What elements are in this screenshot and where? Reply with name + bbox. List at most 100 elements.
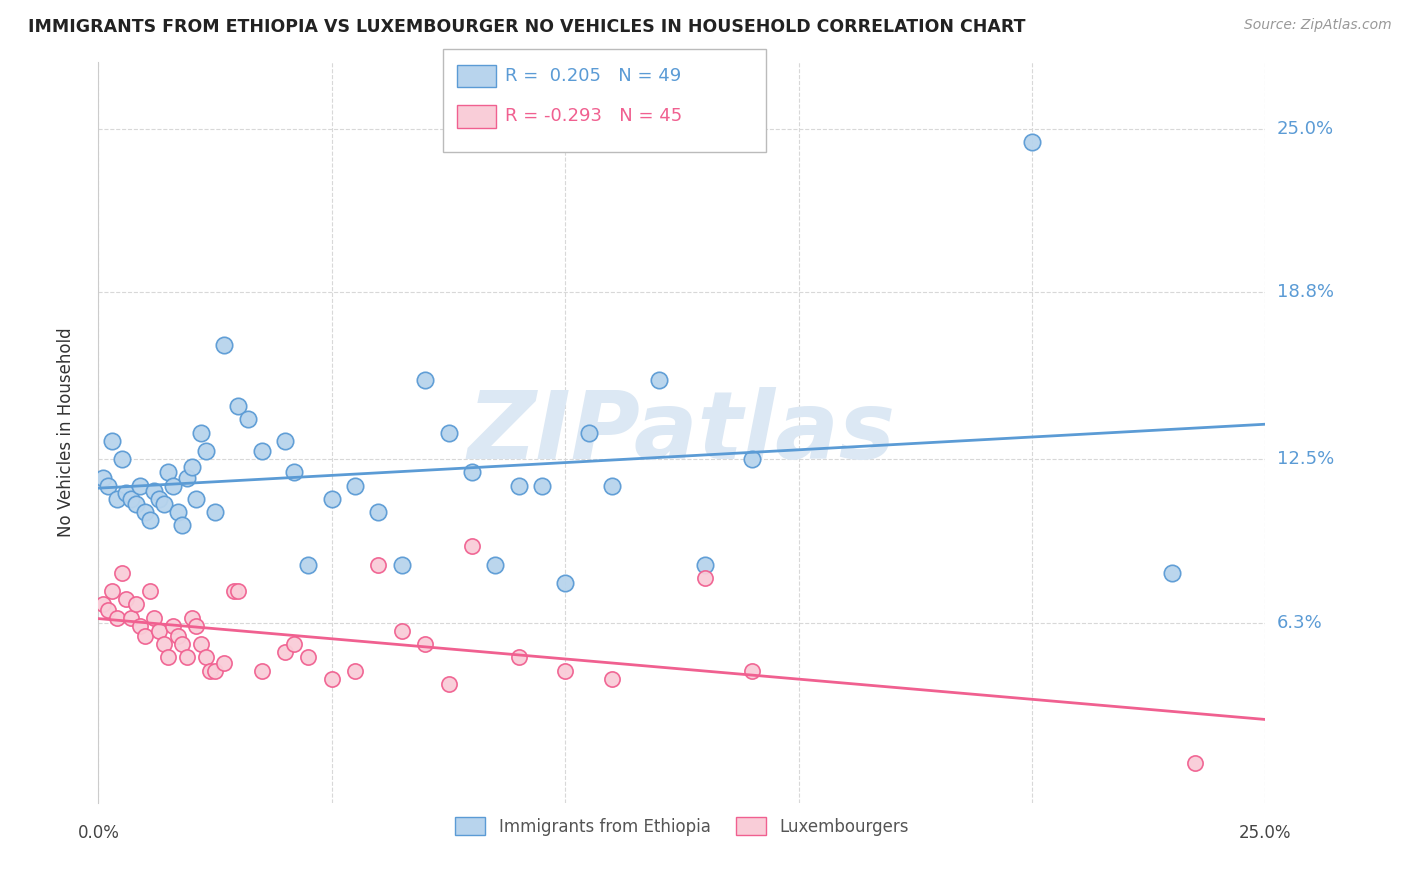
- Point: [228, 399, 250, 413]
- Point: [297, 558, 319, 572]
- Point: [115, 486, 138, 500]
- Y-axis label: No Vehicles in Household: No Vehicles in Household: [56, 327, 75, 538]
- Point: [111, 566, 134, 580]
- Point: [125, 497, 148, 511]
- Text: 25.0%: 25.0%: [1239, 824, 1292, 842]
- Point: [250, 664, 273, 678]
- Point: [321, 672, 343, 686]
- Point: [695, 558, 717, 572]
- Point: [148, 491, 170, 506]
- Text: 6.3%: 6.3%: [1277, 614, 1322, 632]
- Point: [461, 465, 484, 479]
- Point: [367, 558, 389, 572]
- Point: [91, 598, 114, 612]
- Text: 25.0%: 25.0%: [1277, 120, 1334, 137]
- Point: [101, 434, 124, 448]
- Point: [554, 664, 576, 678]
- Point: [162, 618, 184, 632]
- Point: [129, 478, 152, 492]
- Point: [97, 603, 120, 617]
- Point: [274, 434, 297, 448]
- Text: Source: ZipAtlas.com: Source: ZipAtlas.com: [1244, 18, 1392, 32]
- Point: [190, 425, 212, 440]
- Point: [134, 505, 156, 519]
- Point: [283, 637, 305, 651]
- Text: R =  0.205   N = 49: R = 0.205 N = 49: [505, 67, 681, 85]
- Point: [461, 539, 484, 553]
- Point: [101, 584, 124, 599]
- Point: [91, 470, 114, 484]
- Point: [105, 611, 128, 625]
- Point: [367, 505, 389, 519]
- Point: [129, 618, 152, 632]
- Point: [152, 497, 174, 511]
- Point: [578, 425, 600, 440]
- Point: [186, 491, 208, 506]
- Point: [186, 618, 208, 632]
- Point: [180, 460, 202, 475]
- Point: [344, 478, 367, 492]
- Point: [190, 637, 212, 651]
- Point: [139, 584, 162, 599]
- Point: [391, 624, 413, 638]
- Point: [180, 611, 202, 625]
- Point: [297, 650, 319, 665]
- Point: [250, 444, 273, 458]
- Point: [274, 645, 297, 659]
- Point: [166, 629, 188, 643]
- Point: [437, 425, 460, 440]
- Point: [1161, 566, 1184, 580]
- Point: [204, 664, 226, 678]
- Point: [125, 598, 148, 612]
- Point: [176, 650, 198, 665]
- Point: [134, 629, 156, 643]
- Point: [647, 373, 669, 387]
- Point: [741, 452, 763, 467]
- Point: [152, 637, 174, 651]
- Point: [413, 373, 436, 387]
- Point: [484, 558, 506, 572]
- Point: [600, 672, 623, 686]
- Text: R = -0.293   N = 45: R = -0.293 N = 45: [505, 107, 682, 125]
- Point: [530, 478, 553, 492]
- Point: [283, 465, 305, 479]
- Point: [391, 558, 413, 572]
- Point: [200, 664, 222, 678]
- Point: [413, 637, 436, 651]
- Legend: Immigrants from Ethiopia, Luxembourgers: Immigrants from Ethiopia, Luxembourgers: [449, 811, 915, 843]
- Point: [157, 650, 180, 665]
- Point: [162, 478, 184, 492]
- Point: [143, 483, 166, 498]
- Point: [176, 470, 198, 484]
- Point: [204, 505, 226, 519]
- Point: [222, 584, 245, 599]
- Point: [344, 664, 367, 678]
- Text: 0.0%: 0.0%: [77, 824, 120, 842]
- Point: [166, 505, 188, 519]
- Point: [1184, 756, 1206, 771]
- Point: [741, 664, 763, 678]
- Point: [172, 518, 194, 533]
- Point: [236, 412, 259, 426]
- Point: [105, 491, 128, 506]
- Point: [437, 677, 460, 691]
- Point: [600, 478, 623, 492]
- Text: IMMIGRANTS FROM ETHIOPIA VS LUXEMBOURGER NO VEHICLES IN HOUSEHOLD CORRELATION CH: IMMIGRANTS FROM ETHIOPIA VS LUXEMBOURGER…: [28, 18, 1025, 36]
- Point: [695, 571, 717, 585]
- Point: [554, 576, 576, 591]
- Point: [97, 478, 120, 492]
- Point: [228, 584, 250, 599]
- Point: [120, 611, 142, 625]
- Point: [172, 637, 194, 651]
- Point: [214, 338, 236, 352]
- Point: [111, 452, 134, 467]
- Point: [157, 465, 180, 479]
- Text: 18.8%: 18.8%: [1277, 284, 1333, 301]
- Point: [139, 513, 162, 527]
- Point: [214, 656, 236, 670]
- Point: [194, 650, 217, 665]
- Point: [508, 650, 530, 665]
- Point: [1021, 135, 1043, 149]
- Point: [148, 624, 170, 638]
- Point: [120, 491, 142, 506]
